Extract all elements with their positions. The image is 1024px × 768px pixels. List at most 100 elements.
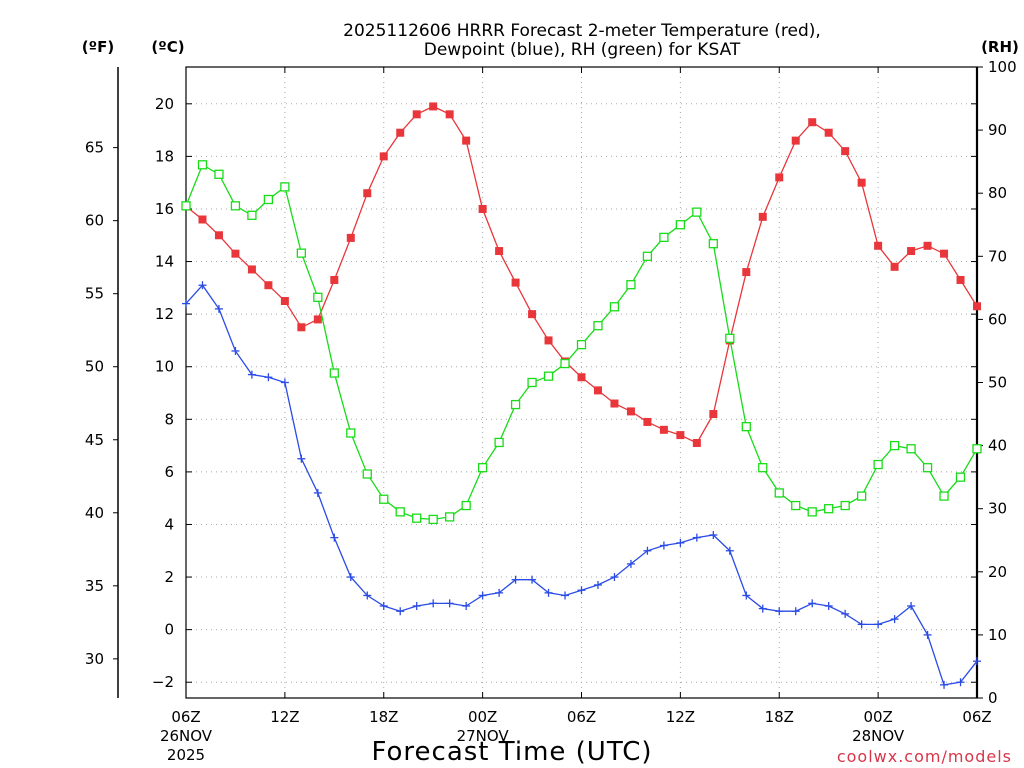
x-tick-label: 12Z [270,708,299,726]
temperature-point [379,152,388,161]
temperature-point [495,247,504,256]
dewpoint-point [890,615,899,624]
chart-title-line2: Dewpoint (blue), RH (green) for KSAT [424,40,741,60]
dewpoint-point [561,591,570,600]
x-axis-title: Forecast Time (UTC) [371,737,652,767]
dewpoint-point [528,575,537,584]
dewpoint-point [692,533,701,542]
rh-point [906,444,916,454]
rh-tick-label: 10 [988,626,1007,644]
celsius-tick-label: 20 [155,95,174,113]
rh-tick-label: 100 [988,58,1017,76]
x-year-label: 2025 [167,746,205,764]
dewpoint-point [198,281,207,290]
rh-point [510,399,521,410]
credit-label: coolwx.com/models [837,747,1012,766]
rh-tick-label: 0 [988,689,998,707]
celsius-tick-label: 18 [155,147,174,165]
rh-point [725,333,735,343]
rh-tick-label: 40 [988,437,1007,455]
rh-tick-label: 20 [988,563,1007,581]
dewpoint-point [495,588,504,597]
dewpoint-point [445,599,454,608]
fahrenheit-unit-label: (ºF) [82,38,114,56]
celsius-tick-label: −2 [152,673,174,691]
dewpoint-point [214,304,223,313]
dewpoint-point [412,601,421,610]
rh-point [247,210,257,220]
rh-point [329,368,339,378]
rh-point [494,437,504,448]
rh-point [758,463,768,473]
temperature-point [544,336,553,345]
dewpoint-point [659,541,668,550]
dewpoint-point [280,378,289,387]
dewpoint-point [907,601,916,610]
axes [113,66,983,699]
rh-point [609,302,620,312]
dewpoint-point [676,538,685,547]
tick-labels: −2 0 2 4 6 8 10 12 14 16 18 20 30 35 40 45 50 55 60 65 0 10 20… [85,58,1017,764]
fahrenheit-tick-label: 35 [85,577,104,595]
temperature-point [643,417,652,426]
temperature-point [511,278,520,287]
rh-point [346,428,356,438]
temperature-point [280,296,289,305]
temperature-point [791,136,800,145]
rh-point [313,292,323,302]
temperature-point [956,275,965,284]
temperature-point [709,410,718,419]
rh-point [939,491,949,501]
dewpoint-point [231,346,240,355]
dewpoint-point [182,299,190,308]
x-tick-label: 06Z [567,708,596,726]
temperature-point [412,110,421,119]
grid-lines [186,67,977,698]
dewpoint-point [956,678,965,687]
rh-tick-label: 50 [988,374,1007,392]
temperature-point [610,399,619,408]
dewpoint-point [874,620,883,629]
temperature-point [940,249,949,258]
temperature-point [874,241,883,250]
x-tick-label: 06Z [171,708,200,726]
temperature-point [626,407,635,416]
rh-point [214,169,224,179]
temperature-point [247,265,256,274]
fahrenheit-tick-label: 40 [85,504,104,522]
rh-unit-label: (RH) [981,38,1019,56]
rh-point [477,463,488,473]
dewpoint-point [593,580,602,589]
fahrenheit-tick-label: 60 [85,212,104,230]
dewpoint-point [264,373,273,382]
fahrenheit-tick-label: 30 [85,650,104,668]
temperature-point [758,212,767,221]
series-rh [181,160,982,525]
rh-point [955,472,966,482]
rh-point [461,500,471,511]
rh-point [280,182,290,192]
rh-point [543,371,554,381]
celsius-tick-label: 12 [155,305,174,323]
rh-point [263,194,274,205]
celsius-tick-label: 2 [164,568,174,586]
dewpoint-point [363,591,372,600]
rh-point [889,440,900,451]
rh-point [576,339,587,350]
temperature-point [907,247,916,256]
fahrenheit-tick-label: 50 [85,358,104,376]
dewpoint-point [511,575,520,584]
dewpoint-point [758,604,767,613]
rh-tick-label: 70 [988,247,1007,265]
celsius-unit-label: (ºC) [151,38,184,56]
chart-title-line1: 2025112606 HRRR Forecast 2-meter Tempera… [343,21,821,41]
rh-point [692,207,702,217]
rh-point [181,201,191,211]
temperature-point [659,425,668,434]
rh-point [593,321,603,331]
dewpoint-point [379,601,388,610]
temperature-point [742,268,751,277]
x-tick-label: 18Z [369,708,398,726]
celsius-tick-label: 14 [155,253,174,271]
